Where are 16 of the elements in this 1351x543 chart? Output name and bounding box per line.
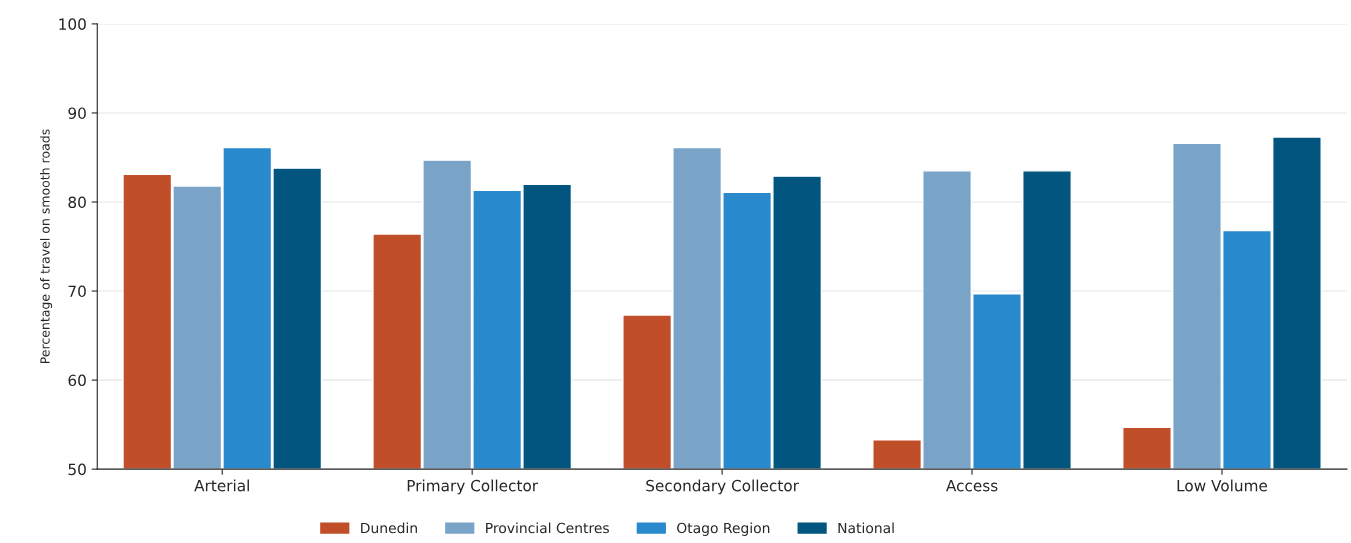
x-tick-label: Primary Collector <box>407 479 539 495</box>
y-tick-label: 50 <box>68 463 86 476</box>
legend-label: Otago Region <box>677 522 770 536</box>
y-tick-label: 70 <box>68 285 86 298</box>
legend-label: Dunedin <box>361 522 417 534</box>
y-tick-label: 80 <box>68 196 86 209</box>
legend-label: National <box>838 522 894 534</box>
y-tick-label: 90 <box>68 107 86 119</box>
legend-label: Provincial Centres <box>486 522 609 534</box>
y-axis-title: Percentage of travel on smooth roads <box>40 129 53 364</box>
x-tick-label: Arterial <box>194 479 249 492</box>
x-tick-label: Access <box>946 480 998 492</box>
x-tick-label: Low Volume <box>1177 479 1268 492</box>
x-tick-label: Secondary Collector <box>646 479 799 495</box>
y-tick-label: 100 <box>59 18 86 30</box>
y-tick-label: 60 <box>68 374 86 387</box>
